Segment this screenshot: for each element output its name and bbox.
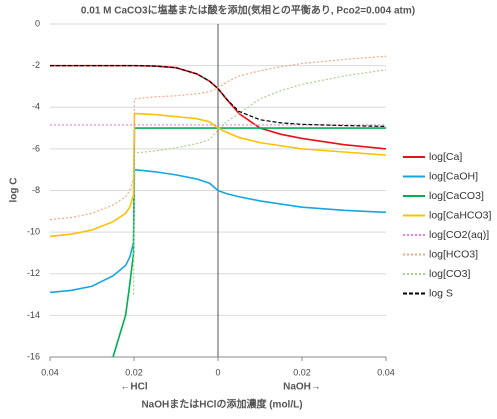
x-axis-title: NaOHまたはHClの添加濃度 (mol/L) — [141, 398, 302, 411]
y-tick-label: -6 — [32, 143, 40, 153]
y-tick-label: -14 — [27, 310, 40, 320]
x-tick-label: 0.02 — [293, 367, 311, 377]
legend-label: log[HCO3] — [429, 248, 478, 260]
chart-title: 0.01 M CaCO3に塩基または酸を添加(気相との平衡あり, Pco2=0.… — [81, 4, 415, 17]
y-axis-title: log C — [9, 178, 20, 203]
legend-label: log[CO3] — [429, 268, 471, 280]
y-tick-label: -2 — [32, 60, 40, 70]
annotation: NaOH→ — [283, 382, 321, 393]
legend-label: log[CaOH] — [429, 170, 478, 182]
legend-label: log[CaHCO3] — [429, 209, 492, 221]
series-line — [50, 64, 387, 150]
series-line — [49, 55, 387, 221]
legend-label: log[Ca] — [429, 151, 462, 163]
series-line — [132, 69, 387, 295]
y-tick-label: -10 — [27, 227, 40, 237]
y-tick-label: -4 — [32, 102, 40, 112]
x-tick-label: 0 — [215, 367, 220, 377]
y-tick-label: -8 — [32, 185, 40, 195]
annotation: ←HCl — [120, 382, 147, 393]
series-line — [49, 168, 387, 294]
legend-label: log S — [429, 287, 453, 299]
series-line — [112, 127, 386, 358]
series-line — [49, 112, 387, 238]
legend-label: log[CaCO3] — [429, 190, 484, 202]
x-tick-label: 0.04 — [377, 367, 395, 377]
x-tick-label: 0.02 — [125, 367, 143, 377]
x-tick-label: 0.04 — [41, 367, 59, 377]
y-tick-label: -12 — [27, 268, 40, 278]
legend-label: log[CO2(aq)] — [429, 229, 489, 241]
y-tick-label: -16 — [27, 351, 40, 361]
y-tick-label: 0 — [35, 18, 40, 28]
